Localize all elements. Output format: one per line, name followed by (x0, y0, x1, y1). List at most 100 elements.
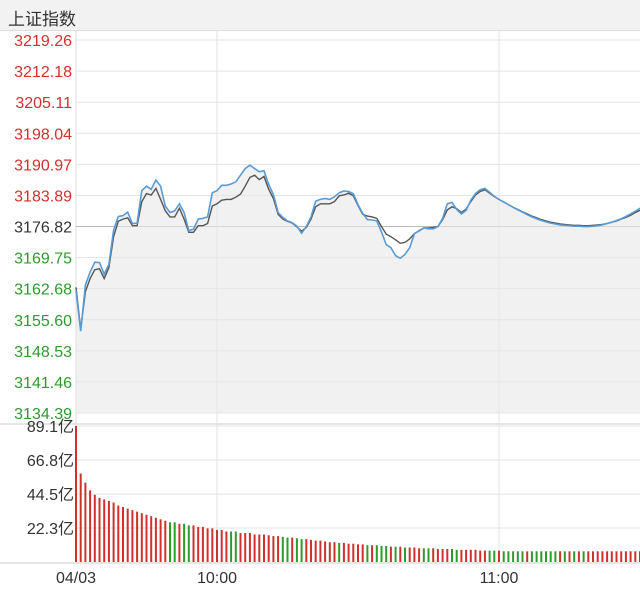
volume-bar (150, 516, 153, 562)
volume-bar (211, 528, 214, 562)
volume-tick-label: 89.1亿 (27, 418, 74, 436)
volume-bar (103, 499, 106, 562)
price-tick-label: 3141.46 (14, 375, 72, 392)
volume-bar (418, 548, 421, 562)
volume-bar (89, 490, 92, 562)
price-tick-label: 3134.39 (14, 406, 72, 423)
volume-bar (342, 542, 345, 562)
volume-bar (263, 534, 265, 562)
volume-bar (126, 508, 129, 562)
volume-bar (366, 545, 369, 562)
price-tick-label: 3169.75 (14, 251, 72, 268)
volume-bar (488, 550, 491, 562)
volume-bar (230, 531, 233, 562)
title-bar: 上证指数 (0, 0, 640, 31)
volume-bar (244, 533, 247, 562)
volume-bar (131, 510, 134, 562)
volume-bar (253, 534, 256, 562)
volume-bar (507, 551, 510, 562)
price-tick-label: 3198.04 (14, 126, 72, 143)
volume-bar (361, 544, 364, 562)
volume-bar (615, 551, 618, 562)
volume-bar (587, 551, 590, 562)
volume-bar (164, 520, 167, 562)
volume-bar (295, 538, 298, 562)
x-tick-label: 10:00 (197, 570, 237, 587)
volume-tick-label: 22.3亿 (27, 520, 74, 538)
price-tick-label: 3190.97 (14, 157, 72, 174)
x-tick-label: 04/03 (56, 570, 96, 587)
volume-bar (479, 550, 482, 562)
chart-title: 上证指数 (8, 10, 76, 29)
volume-bar (112, 502, 115, 562)
volume-bar (281, 536, 284, 562)
volume-bar (197, 526, 200, 562)
volume-bar (624, 551, 627, 562)
volume-bar (272, 536, 275, 562)
volume-bar (601, 551, 604, 562)
volume-bar (385, 546, 388, 562)
volume-bar (554, 551, 557, 562)
price-tick-label: 3176.82 (14, 220, 72, 237)
volume-bar (455, 549, 458, 562)
volume-bar (107, 500, 110, 562)
price-tick-label: 3219.26 (14, 33, 72, 50)
volume-bar (201, 526, 204, 562)
volume-bar (460, 549, 463, 562)
volume-bar (122, 507, 124, 562)
volume-bar (474, 549, 477, 562)
volume-bar (371, 545, 374, 562)
volume-bar (521, 551, 524, 562)
volume-bar (512, 551, 515, 562)
volume-bar (347, 543, 350, 562)
volume-bar (526, 551, 529, 562)
volume-bar (610, 551, 613, 562)
volume-bar (300, 539, 303, 562)
volume-bar (310, 539, 312, 562)
volume-bar (629, 551, 632, 562)
index-area-fill (76, 165, 640, 413)
volume-bar (606, 551, 609, 562)
volume-bar (324, 541, 327, 562)
volume-bar (178, 523, 181, 562)
volume-bar (314, 540, 317, 562)
volume-bar (291, 537, 294, 562)
price-tick-label: 3183.89 (14, 188, 72, 205)
volume-bar (540, 551, 543, 562)
volume-bar (422, 548, 425, 562)
series-line-index (75, 164, 640, 332)
volume-bar (220, 529, 223, 562)
volume-bar (634, 551, 637, 562)
volume-bar (535, 551, 538, 562)
volume-bar (305, 539, 308, 562)
volume-bar (258, 534, 261, 562)
volume-bar (568, 551, 571, 562)
volume-bar (98, 497, 101, 562)
volume-bar (75, 426, 77, 562)
volume-tick-label: 44.5亿 (27, 486, 74, 504)
volume-bar (582, 551, 585, 562)
volume-bar (286, 537, 289, 562)
volume-bar (187, 525, 190, 562)
volume-bar (413, 547, 416, 562)
volume-bar (93, 494, 96, 562)
volume-bar (338, 542, 341, 562)
price-tick-label: 3162.68 (14, 282, 72, 299)
volume-bar (394, 546, 397, 562)
volume-bar (84, 482, 87, 562)
volume-bar (530, 551, 533, 562)
volume-bar (502, 551, 505, 562)
volume-bar (592, 551, 594, 562)
volume-bar (483, 550, 486, 562)
volume-bar (375, 545, 378, 562)
price-tick-label: 3155.60 (14, 313, 72, 330)
volume-bar (380, 546, 383, 562)
volume-bar (516, 551, 519, 562)
price-tick-label: 3148.53 (14, 344, 72, 361)
volume-bar (173, 522, 176, 562)
volume-bar (333, 542, 336, 562)
volume-bar (596, 551, 599, 562)
volume-bar (545, 551, 547, 562)
volume-bar (225, 531, 228, 562)
